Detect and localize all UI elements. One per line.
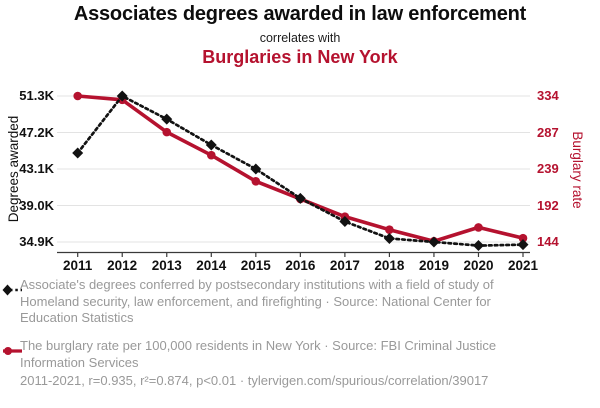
burglary-data-point — [385, 225, 394, 235]
x-tick-label: 2021 — [507, 258, 539, 273]
x-tick-label: 2016 — [285, 258, 316, 273]
degrees-data-point — [116, 90, 128, 102]
burglary-data-point — [73, 91, 82, 101]
degrees-data-point — [294, 192, 306, 204]
right-y-tick-label: 144 — [537, 234, 559, 249]
x-tick-label: 2012 — [107, 258, 138, 273]
x-tick-label: 2019 — [418, 258, 450, 273]
right-y-tick-label: 287 — [537, 124, 559, 140]
degrees-data-point — [205, 139, 217, 151]
degrees-data-point — [517, 239, 529, 251]
left-y-tick-label: 51.3K — [19, 88, 54, 103]
left-y-tick-label: 47.2K — [19, 124, 54, 140]
burglary-data-point — [518, 233, 528, 243]
burglary-legend-marker-icon — [3, 347, 22, 355]
right-y-tick-label: 334 — [537, 88, 559, 103]
degrees-data-point — [428, 236, 440, 248]
burglary-legend-text: The burglary rate per 100,000 residents … — [20, 338, 497, 370]
chart-subtitle: Burglaries in New York — [202, 47, 398, 67]
left-y-tick-label: 43.1K — [19, 161, 54, 176]
x-tick-label: 2014 — [196, 258, 227, 273]
right-y-tick-label: 239 — [537, 161, 559, 176]
x-tick-label: 2020 — [463, 258, 494, 273]
degrees-legend-marker-icon — [2, 284, 22, 296]
chart-connector-text: correlates with — [259, 31, 341, 45]
right-y-tick-label: 192 — [537, 197, 559, 213]
left-y-tick-label: 39.0K — [19, 197, 54, 213]
x-tick-label: 2013 — [151, 258, 182, 273]
burglary-data-point — [474, 223, 483, 232]
x-tick-label: 2011 — [63, 258, 93, 273]
left-y-tick-label: 34.9K — [19, 234, 54, 249]
x-tick-label: 2018 — [374, 258, 405, 273]
degrees-series-line — [76, 94, 525, 247]
degrees-data-point — [383, 232, 395, 244]
degrees-legend-text: Associate's degrees conferred by postsec… — [20, 277, 494, 326]
burglary-data-point — [162, 127, 172, 137]
degrees-data-point — [161, 113, 173, 125]
degrees-data-point — [339, 216, 351, 228]
degrees-data-point — [250, 163, 262, 175]
degrees-data-point — [472, 240, 484, 252]
burglary-data-point — [206, 150, 216, 160]
footer-stats: 2011-2021, r=0.935, r²=0.874, p<0.01 · t… — [20, 373, 489, 388]
x-tick-label: 2015 — [240, 258, 271, 273]
burglary-data-point — [251, 176, 261, 186]
chart-title: Associates degrees awarded in law enforc… — [73, 3, 527, 25]
degrees-data-point — [72, 147, 84, 159]
x-tick-label: 2017 — [329, 258, 360, 273]
